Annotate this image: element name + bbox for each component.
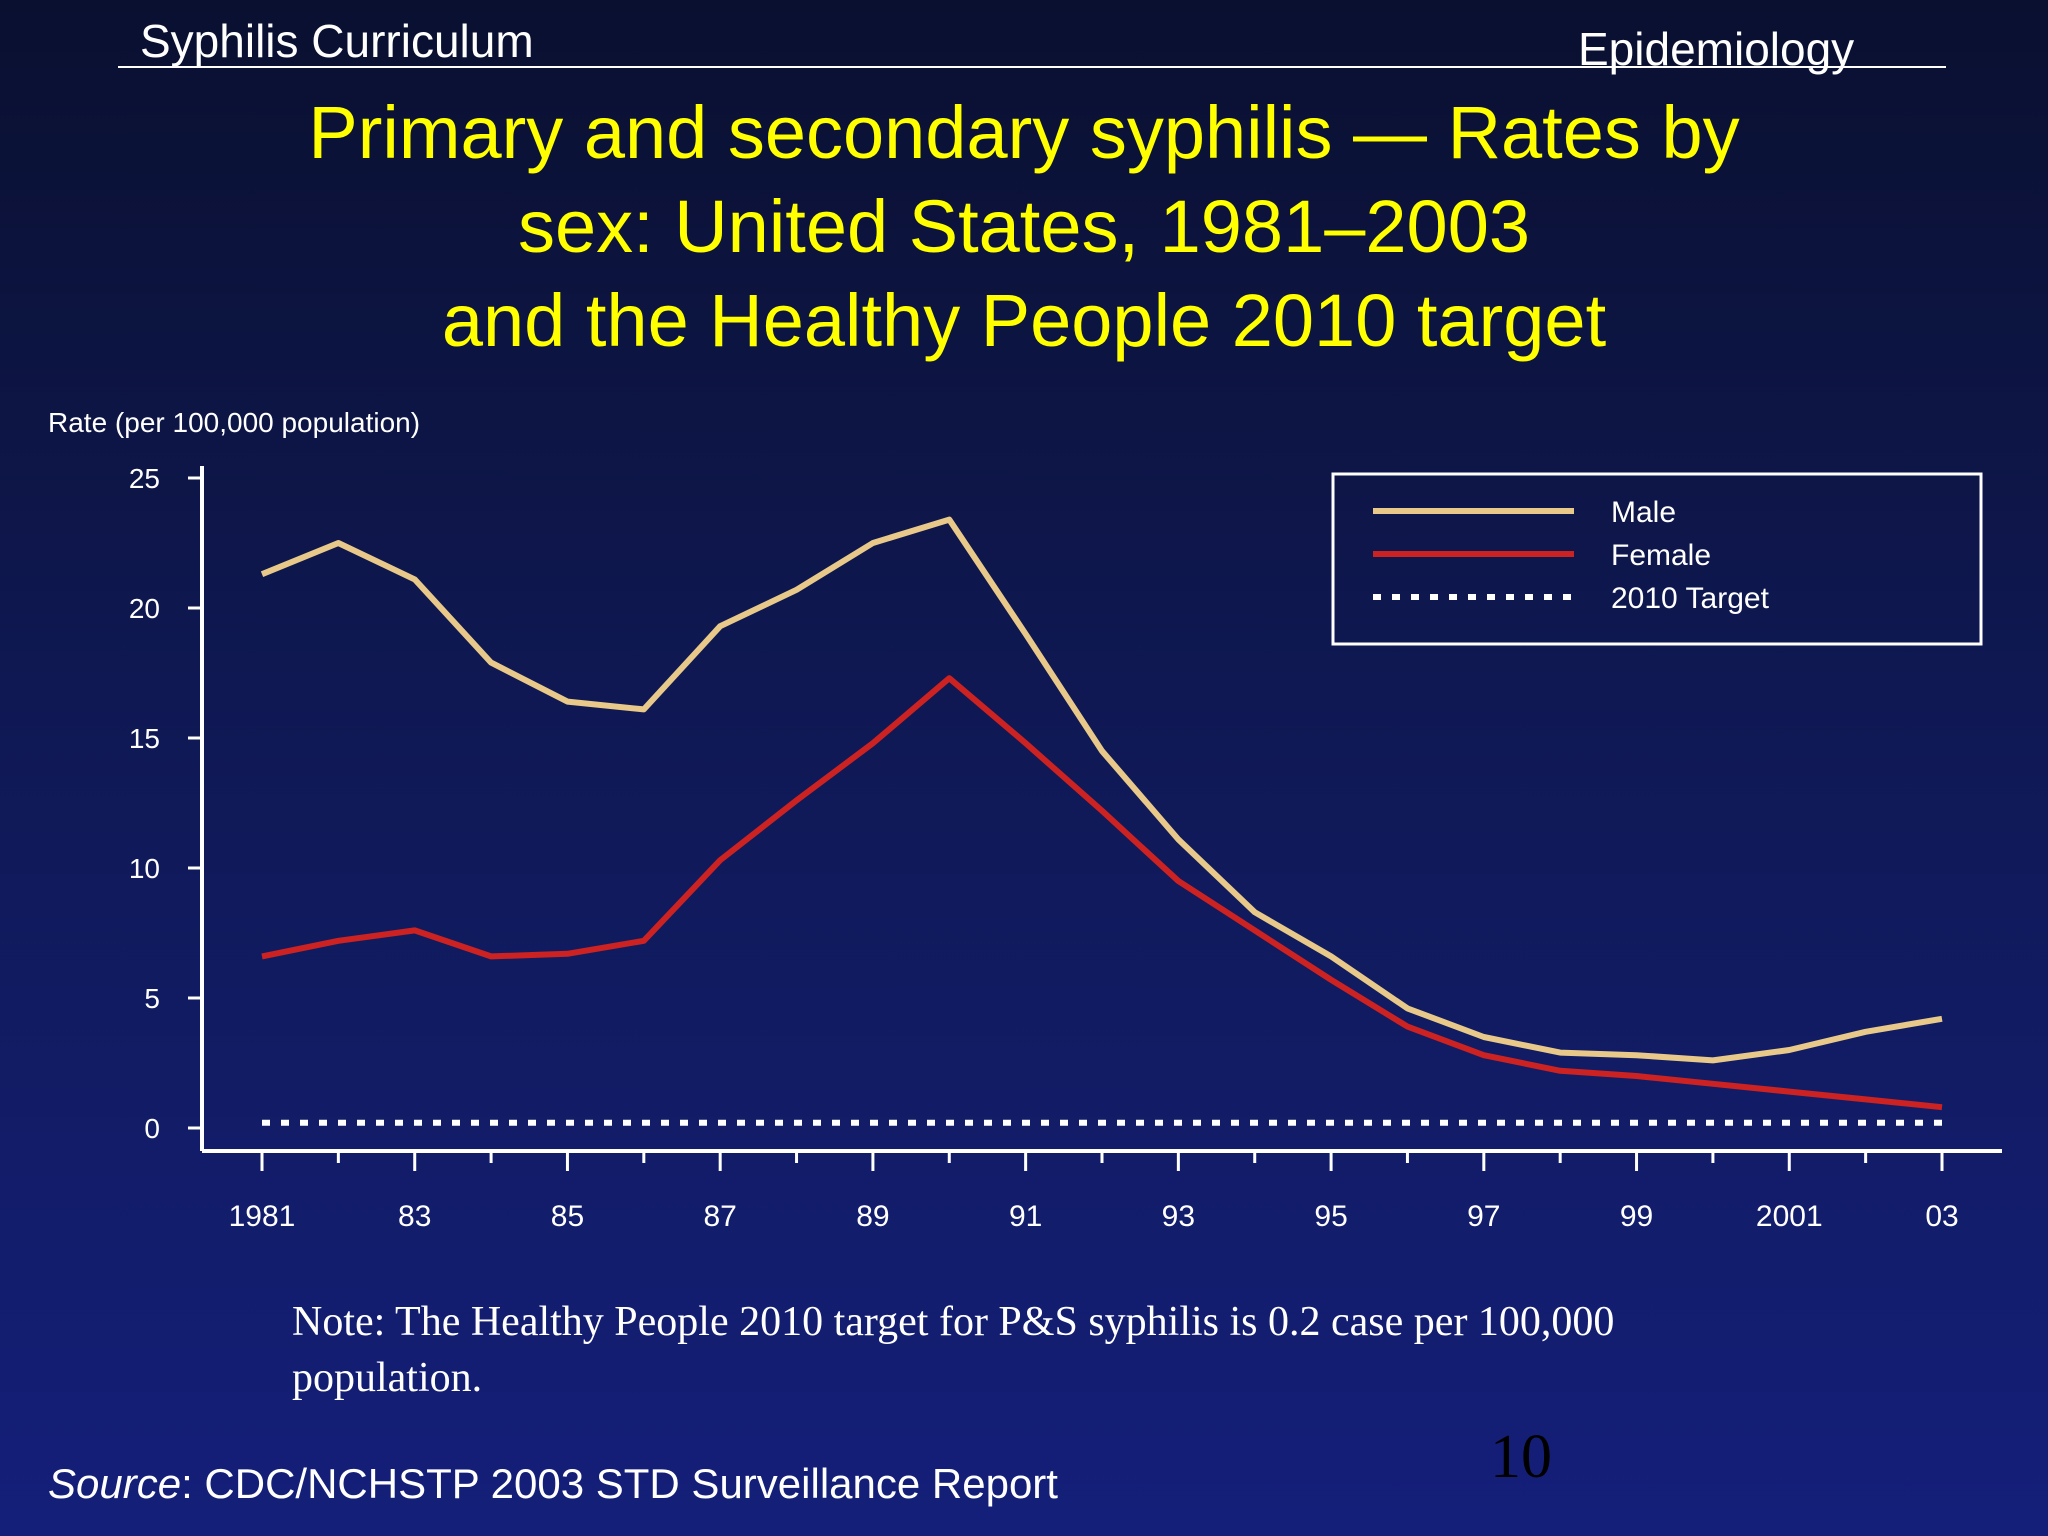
x-tick-label: 95 <box>1314 1200 1347 1233</box>
y-axis-label: Rate (per 100,000 population) <box>48 407 420 438</box>
series-line-female <box>261 675 1943 1111</box>
x-tick-label: 93 <box>1162 1200 1195 1233</box>
series-line-male <box>260 516 1943 1064</box>
x-tick-label: 03 <box>1925 1200 1958 1233</box>
x-tick-label: 2001 <box>1756 1200 1823 1233</box>
source-citation: Source: CDC/NCHSTP 2003 STD Surveillance… <box>48 1460 1058 1508</box>
note-text: Note: The Healthy People 2010 target for… <box>292 1299 1615 1401</box>
legend-label: 2010 Target <box>1611 582 1770 615</box>
slide-title-line-1: Primary and secondary syphilis — Rates b… <box>308 91 1740 174</box>
x-tick-label: 85 <box>551 1200 584 1233</box>
slide-title-line-3: and the Healthy People 2010 target <box>441 279 1607 362</box>
source-text: : CDC/NCHSTP 2003 STD Surveillance Repor… <box>181 1460 1058 1507</box>
slide-title-line-2: sex: United States, 1981–2003 <box>517 185 1531 268</box>
legend-label: Male <box>1611 496 1676 529</box>
x-tick-label: 83 <box>398 1200 431 1233</box>
line-chart: 0 5 10 15 20 25 Rate (per 100,000 population) 1… <box>48 407 2002 1233</box>
source-label: Source <box>48 1460 182 1507</box>
x-tick-label: 1981 <box>229 1200 296 1233</box>
x-tick-label: 91 <box>1009 1200 1042 1233</box>
y-tick-label: 5 <box>144 983 160 1014</box>
x-tick-label: 97 <box>1467 1200 1500 1233</box>
y-tick-label: 20 <box>129 593 160 624</box>
header-divider <box>118 66 1946 68</box>
y-tick-label: 15 <box>129 723 160 754</box>
y-tick-label: 25 <box>129 463 160 494</box>
x-tick-label: 89 <box>856 1200 889 1233</box>
legend-box <box>1331 472 1983 646</box>
slide-title: Primary and secondary syphilis — Rates b… <box>0 86 2048 368</box>
legend-label: Female <box>1611 539 1711 572</box>
page-number: 10 <box>1490 1423 1552 1491</box>
x-tick-label: 99 <box>1620 1200 1653 1233</box>
y-tick-label: 10 <box>129 853 160 884</box>
x-tick-label: 87 <box>703 1200 736 1233</box>
header-curriculum-label: Syphilis Curriculum <box>140 15 534 67</box>
y-tick-label: 0 <box>144 1113 160 1144</box>
